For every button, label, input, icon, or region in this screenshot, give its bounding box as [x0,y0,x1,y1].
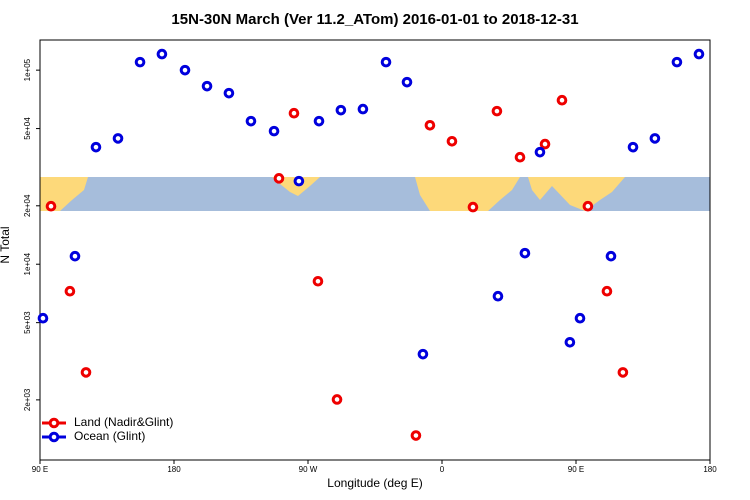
x-tick-label: 90 E [568,465,584,474]
land [272,177,320,196]
x-tick-label: 180 [703,465,717,474]
point [293,175,305,187]
point [331,394,343,405]
point [582,200,594,212]
point [627,141,639,153]
land [528,177,625,211]
point [64,285,76,297]
point [37,312,49,324]
point [671,56,683,68]
point [424,119,436,131]
point [335,104,347,116]
point [564,336,576,348]
point [649,133,661,144]
point [410,430,422,441]
x-tick-label: 0 [440,465,445,474]
legend-label: Ocean (Glint) [74,429,145,443]
point [467,201,479,213]
x-tick-label: 90 E [32,465,48,474]
land [415,177,520,211]
point [401,76,413,88]
point [245,115,257,127]
point [90,141,102,153]
x-tick-label: 90 W [299,465,318,474]
point [617,367,629,378]
legend-marker [48,431,60,443]
point [179,64,191,76]
point [134,56,146,68]
point [534,146,546,158]
point [268,125,280,137]
point [45,200,57,212]
x-tick-label: 180 [167,465,181,474]
plot-frame [39,39,711,461]
point [492,290,504,302]
y-tick-label: 1e+04 [23,252,32,275]
point [417,348,429,360]
point [69,250,81,262]
point [223,87,235,99]
point [519,247,531,259]
y-tick-label: 5e+04 [23,117,32,140]
point [539,138,551,150]
point [357,103,369,115]
legend-marker [48,417,60,429]
y-tick-label: 2e+04 [23,194,32,217]
y-tick-label: 1e+05 [23,58,32,81]
legend-label: Land (Nadir&Glint) [74,415,173,429]
point [380,56,392,68]
point [601,285,613,297]
chart-title: 15N-30N March (Ver 11.2_ATom) 2016-01-01… [171,11,578,28]
point [288,107,300,119]
point [313,115,325,127]
y-tick-label: 2e+03 [23,388,32,411]
point [446,135,458,147]
point [574,312,586,324]
point [605,250,617,262]
y-axis-label: N Total [0,226,12,263]
point [491,105,503,117]
point [80,367,92,378]
point [514,151,526,163]
point [273,173,285,184]
point [112,133,124,144]
x-axis-label: Longitude (deg E) [327,476,422,490]
point [556,94,568,106]
map-band [40,177,710,211]
point [312,275,324,287]
point [201,80,213,92]
point [693,48,705,60]
y-tick-label: 5e+03 [23,311,32,334]
point [156,48,168,60]
